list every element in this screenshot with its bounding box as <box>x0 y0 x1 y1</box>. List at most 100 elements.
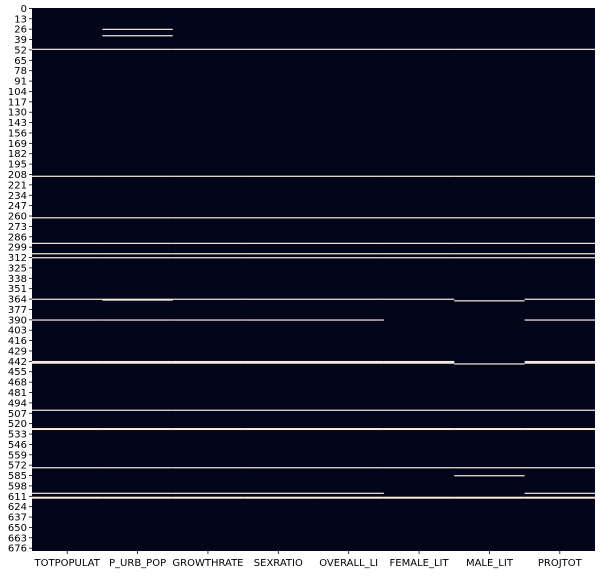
missing-cell <box>524 253 596 255</box>
y-tick-label: 273 <box>8 222 27 233</box>
missing-cell <box>454 496 525 498</box>
missing-cell <box>313 428 384 431</box>
missing-cell <box>102 298 173 300</box>
missing-cell <box>383 428 455 431</box>
missing-cell <box>454 48 525 50</box>
missing-cell <box>172 361 244 363</box>
missing-cell <box>243 362 314 364</box>
missing-cell <box>243 467 314 469</box>
missing-cell <box>102 428 173 430</box>
missing-cell <box>454 475 525 477</box>
y-tick-label: 624 <box>8 502 27 513</box>
missing-cell <box>454 257 525 259</box>
missing-cell <box>454 253 525 255</box>
missing-cell <box>524 428 596 430</box>
missing-cell <box>243 361 314 363</box>
missing-cell <box>32 428 103 431</box>
missing-cell <box>383 217 455 219</box>
y-tick-label: 182 <box>8 149 27 160</box>
missing-cell <box>243 48 314 50</box>
y-tick-label: 0 <box>21 4 27 15</box>
y-tick-label: 598 <box>8 481 27 492</box>
y-tick-label: 143 <box>8 118 27 129</box>
missing-cell <box>172 467 244 469</box>
missing-cell <box>383 497 455 499</box>
y-tick-label: 78 <box>14 66 27 77</box>
y-tick-label: 442 <box>8 357 27 368</box>
y-tick-label: 208 <box>8 170 27 181</box>
y-axis: 0132639526578911041171301431561691821952… <box>8 4 32 555</box>
missing-cell <box>32 298 103 300</box>
missing-cell <box>524 257 596 259</box>
heatmap-background <box>32 8 595 551</box>
y-tick-label: 130 <box>8 108 27 119</box>
x-tick-label: OVERALL_LI <box>319 558 378 569</box>
x-tick-label: GROWTHRATE <box>172 558 243 569</box>
missing-cell <box>313 496 384 498</box>
missing-cell <box>172 175 244 177</box>
missing-cell <box>243 497 314 499</box>
missing-cell <box>524 428 596 431</box>
y-tick-label: 91 <box>14 77 27 88</box>
missing-cell <box>313 175 384 177</box>
missing-cell <box>243 257 314 259</box>
y-tick-label: 416 <box>8 336 27 347</box>
missing-cell <box>172 428 244 431</box>
missing-cell <box>32 362 103 364</box>
missing-cell <box>383 409 455 411</box>
y-tick-label: 247 <box>8 201 27 212</box>
missing-cell <box>524 492 596 494</box>
missing-cell <box>172 257 244 259</box>
y-tick-label: 26 <box>14 25 27 36</box>
missing-cell <box>32 175 103 177</box>
missing-cell <box>313 48 384 50</box>
missing-cell <box>454 217 525 219</box>
missing-value-cells <box>32 28 596 499</box>
missing-cell <box>102 492 173 494</box>
x-tick-label: SEXRATIO <box>254 558 303 569</box>
y-tick-label: 364 <box>8 295 27 306</box>
y-tick-label: 663 <box>8 533 27 544</box>
y-tick-label: 104 <box>8 87 27 98</box>
missing-cell <box>32 497 103 499</box>
missing-cell <box>172 360 244 363</box>
missing-cell <box>32 496 103 498</box>
missing-cell <box>383 467 455 469</box>
missing-cell <box>102 361 173 363</box>
y-tick-label: 390 <box>8 315 27 326</box>
missing-cell <box>32 242 103 244</box>
missing-cell <box>243 242 314 244</box>
y-tick-label: 507 <box>8 409 27 420</box>
missing-cell <box>313 242 384 244</box>
y-tick-label: 455 <box>8 367 27 378</box>
missing-cell <box>102 362 173 364</box>
missing-cell <box>313 253 384 255</box>
missing-cell <box>102 35 173 37</box>
y-tick-label: 650 <box>8 523 27 534</box>
y-tick-label: 351 <box>8 284 27 295</box>
missing-cell <box>524 319 596 321</box>
missing-cell <box>102 257 173 259</box>
missing-cell <box>313 360 384 363</box>
y-tick-label: 299 <box>8 243 27 254</box>
missing-cell <box>383 253 455 255</box>
missing-cell <box>383 361 455 363</box>
y-tick-label: 520 <box>8 419 27 430</box>
missing-cell <box>524 496 596 498</box>
missing-cell <box>172 217 244 219</box>
missing-cell <box>102 217 173 219</box>
y-tick-label: 260 <box>8 212 27 223</box>
y-tick-label: 325 <box>8 263 27 274</box>
missing-cell <box>102 497 173 499</box>
x-tick-label: P_URB_POP <box>109 558 166 569</box>
missing-cell <box>102 175 173 177</box>
missing-cell <box>172 428 244 430</box>
missing-cell <box>313 362 384 364</box>
missing-cell <box>172 298 244 300</box>
missing-cell <box>172 319 244 321</box>
y-tick-label: 286 <box>8 232 27 243</box>
missing-cell <box>102 409 173 411</box>
y-tick-label: 611 <box>8 492 27 503</box>
y-tick-label: 234 <box>8 191 27 202</box>
